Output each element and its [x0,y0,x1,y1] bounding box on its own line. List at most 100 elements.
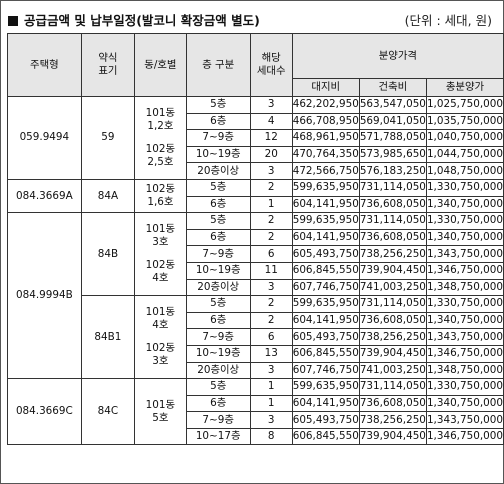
land-cell: 470,764,350 [291,145,360,164]
unit-label: (단위 : 세대, 원) [404,13,492,28]
table-row: 084.3669A 84A 102동 1,6호 5층 2 599,635,950 731,11… [7,178,504,214]
units-cell: 2 [249,311,293,330]
dong-line: 101동 [145,106,176,119]
building-cell: 741,003,250 [358,278,427,297]
floor-cell: 10~19층 [185,145,251,164]
table-row: 084.3669C 84C 101동 5호 5층 1 599,635,950 731,114,… [7,378,504,446]
floor-cell: 5층 [185,378,251,396]
dong-line: 1,2호 [147,119,174,132]
total-cell: 1,048,750,000 [425,162,504,180]
land-cell: 607,746,750 [291,361,360,380]
dong-line: 102동 [145,342,176,355]
total-cell: 1,040,750,000 [425,129,504,147]
abbr-cell: 84B1 [80,295,136,380]
land-cell: 466,708,950 [291,112,360,131]
floor-cell: 20층이상 [185,278,251,297]
units-cell: 3 [249,162,293,180]
total-cell: 1,330,750,000 [425,178,504,197]
title-row: 공급금액 및 납부일정(발코니 확장금액 별도) (단위 : 세대, 원) [8,10,496,28]
total-cell: 1,035,750,000 [425,112,504,131]
table-title: 공급금액 및 납부일정(발코니 확장금액 별도) [24,13,260,28]
units-cell: 2 [249,178,293,197]
units-cell: 2 [249,228,293,247]
header-units: 해당 세대수 [249,33,293,97]
dong-line: 5호 [152,411,169,424]
total-cell: 1,343,750,000 [425,411,504,429]
land-cell: 604,141,950 [291,311,360,330]
dong-cell: 102동 1,6호 [134,178,187,214]
units-cell: 6 [249,245,293,263]
building-cell: 576,183,250 [358,162,427,180]
building-cell: 736,608,050 [358,195,427,214]
type-cell: 084.9994B [7,212,82,380]
floor-cell: 5층 [185,178,251,197]
total-cell: 1,346,750,000 [425,427,504,446]
building-cell: 739,904,450 [358,344,427,363]
type-cell: 084.3669A [7,178,82,214]
type-cell: 084.3669C [7,378,82,446]
table-row: 7~9층 12 468,961,950 571,788,050 1,040,750,00… [8,129,504,147]
building-cell: 739,904,450 [358,427,427,446]
floor-cell: 6층 [185,311,251,330]
building-cell: 738,256,250 [358,411,427,429]
units-cell: 20 [249,145,293,164]
building-cell: 736,608,050 [358,394,427,413]
total-cell: 1,330,750,000 [425,378,504,396]
units-cell: 1 [249,195,293,214]
floor-cell: 7~9층 [185,129,251,147]
table-row: 7~9층 6 605,493,750 738,256,250 1,343,750,000 [8,245,504,263]
dong-line: 102동 [145,183,176,196]
floor-cell: 6층 [185,228,251,247]
total-cell: 1,346,750,000 [425,344,504,363]
dong-line: 101동 [145,306,176,319]
dong-line: 102동 [145,142,176,155]
abbr-cell: 84A [80,178,136,214]
total-cell: 1,330,750,000 [425,212,504,230]
total-cell: 1,343,750,000 [425,245,504,263]
units-cell: 3 [249,361,293,380]
building-cell: 741,003,250 [358,361,427,380]
total-cell: 1,340,750,000 [425,311,504,330]
units-cell: 11 [249,261,293,280]
building-cell: 736,608,050 [358,311,427,330]
floor-cell: 7~9층 [185,328,251,346]
land-cell: 604,141,950 [291,228,360,247]
building-cell: 563,547,050 [358,96,427,114]
units-cell: 2 [249,295,293,313]
header-building: 건축비 [358,78,427,97]
land-cell: 599,635,950 [291,212,360,230]
price-table: 주택형 약식 표기 동/호별 층 구분 해당 세대수 분양가격 대지비 건축비 총분… [7,33,504,446]
table-row: 6층 1 604,141,950 736,608,050 1,340,750,000 [8,195,504,214]
type-cell: 059.9494 [7,96,82,180]
total-cell: 1,346,750,000 [425,261,504,280]
units-cell: 2 [249,212,293,230]
building-cell: 739,904,450 [358,261,427,280]
dong-cell: 101동 3호 102동 4호 [134,212,187,297]
header-land: 대지비 [291,78,360,97]
dong-line: 101동 [145,398,176,411]
table-row: 084.9994B 84B 101동 3호 102동 4호 5층 2 599,635,950 73… [7,212,504,380]
header-type: 주택형 [7,33,82,97]
units-cell: 4 [249,112,293,131]
land-cell: 462,202,950 [291,96,360,114]
units-cell: 6 [249,328,293,346]
building-cell: 731,114,050 [358,295,427,313]
floor-cell: 20층이상 [185,162,251,180]
square-bullet-icon [8,16,18,26]
building-cell: 731,114,050 [358,178,427,197]
units-cell: 3 [249,96,293,114]
total-cell: 1,348,750,000 [425,278,504,297]
total-cell: 1,340,750,000 [425,228,504,247]
abbr-cell: 84B [80,212,136,297]
land-cell: 606,845,550 [291,261,360,280]
units-cell: 13 [249,344,293,363]
building-cell: 738,256,250 [358,245,427,263]
floor-cell: 7~9층 [185,245,251,263]
floor-cell: 7~9층 [185,411,251,429]
floor-cell: 10~19층 [185,344,251,363]
total-cell: 1,330,750,000 [425,295,504,313]
total-cell: 1,340,750,000 [425,195,504,214]
land-cell: 606,845,550 [291,427,360,446]
land-cell: 604,141,950 [291,195,360,214]
floor-cell: 6층 [185,195,251,214]
